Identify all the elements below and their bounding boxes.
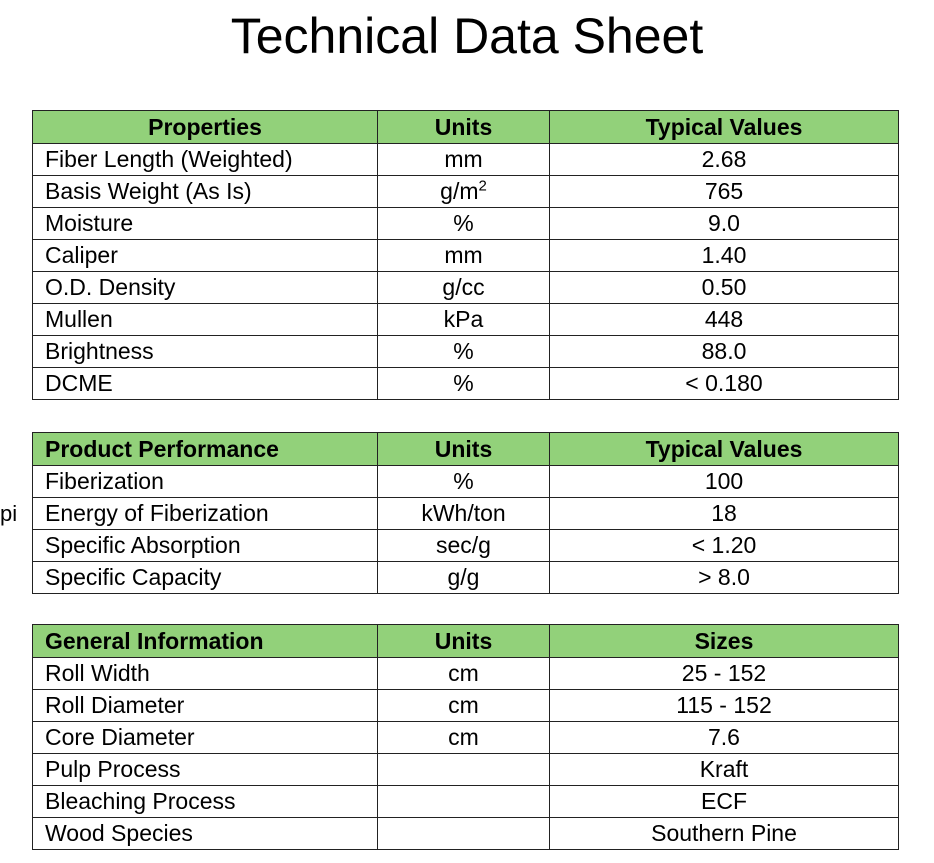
property-cell: Bleaching Process	[32, 785, 378, 818]
property-cell: Roll Width	[32, 657, 378, 690]
value-cell: 448	[549, 303, 899, 336]
property-cell: Specific Capacity	[32, 561, 378, 594]
unit-cell: %	[377, 207, 550, 240]
unit-cell: cm	[377, 657, 550, 690]
unit-text: g/m	[440, 178, 479, 204]
property-cell: DCME	[32, 367, 378, 400]
property-cell: Brightness	[32, 335, 378, 368]
header-units: Units	[377, 110, 550, 144]
table-header-row: Product Performance Units Typical Values	[32, 432, 899, 466]
value-cell: < 0.180	[549, 367, 899, 400]
table-row: Bleaching Process ECF	[32, 785, 899, 818]
unit-cell: cm	[377, 689, 550, 722]
table-row: Specific Capacity g/g > 8.0	[32, 561, 899, 594]
header-units: Units	[377, 432, 550, 466]
performance-table: Product Performance Units Typical Values…	[32, 432, 899, 594]
value-cell: 18	[549, 497, 899, 530]
value-cell: < 1.20	[549, 529, 899, 562]
value-cell: 7.6	[549, 721, 899, 754]
unit-cell: %	[377, 335, 550, 368]
table-row: Fiber Length (Weighted) mm 2.68	[32, 143, 899, 176]
unit-cell: %	[377, 465, 550, 498]
header-sizes: Sizes	[549, 624, 899, 658]
value-cell: ECF	[549, 785, 899, 818]
table-row: DCME % < 0.180	[32, 367, 899, 400]
value-cell: 25 - 152	[549, 657, 899, 690]
property-cell: Fiber Length (Weighted)	[32, 143, 378, 176]
header-general-information: General Information	[32, 624, 378, 658]
property-cell: Wood Species	[32, 817, 378, 850]
table-row: Specific Absorption sec/g < 1.20	[32, 529, 899, 562]
property-cell: Pulp Process	[32, 753, 378, 786]
header-typical-values: Typical Values	[549, 110, 899, 144]
table-row: Mullen kPa 448	[32, 303, 899, 336]
table-row: O.D. Density g/cc 0.50	[32, 271, 899, 304]
table-row: Core Diameter cm 7.6	[32, 721, 899, 754]
property-cell: Roll Diameter	[32, 689, 378, 722]
value-cell: 1.40	[549, 239, 899, 272]
value-cell: 100	[549, 465, 899, 498]
value-cell: 765	[549, 175, 899, 208]
value-cell: > 8.0	[549, 561, 899, 594]
header-typical-values: Typical Values	[549, 432, 899, 466]
page-title: Technical Data Sheet	[230, 8, 704, 64]
header-product-performance: Product Performance	[32, 432, 378, 466]
value-cell: 9.0	[549, 207, 899, 240]
property-cell: Basis Weight (As Is)	[32, 175, 378, 208]
header-properties: Properties	[32, 110, 378, 144]
table-row: Wood Species Southern Pine	[32, 817, 899, 850]
value-cell: 115 - 152	[549, 689, 899, 722]
unit-cell: mm	[377, 239, 550, 272]
general-information-table: General Information Units Sizes Roll Wid…	[32, 624, 899, 850]
value-cell: 0.50	[549, 271, 899, 304]
property-cell: Caliper	[32, 239, 378, 272]
unit-cell: sec/g	[377, 529, 550, 562]
unit-cell: kPa	[377, 303, 550, 336]
property-cell: Moisture	[32, 207, 378, 240]
table-row: Roll Width cm 25 - 152	[32, 657, 899, 690]
value-cell: 2.68	[549, 143, 899, 176]
table-header-row: General Information Units Sizes	[32, 624, 899, 658]
table-row: Basis Weight (As Is) g/m2 765	[32, 175, 899, 208]
margin-text-fragment: pi	[0, 501, 18, 526]
unit-cell: g/m2	[377, 175, 550, 208]
unit-cell	[377, 817, 550, 850]
table-header-row: Properties Units Typical Values	[32, 110, 899, 144]
unit-cell: kWh/ton	[377, 497, 550, 530]
properties-table: Properties Units Typical Values Fiber Le…	[32, 110, 899, 400]
property-cell: O.D. Density	[32, 271, 378, 304]
property-cell: Core Diameter	[32, 721, 378, 754]
table-row: Pulp Process Kraft	[32, 753, 899, 786]
value-cell: Southern Pine	[549, 817, 899, 850]
table-row: Energy of Fiberization kWh/ton 18	[32, 497, 899, 530]
property-cell: Fiberization	[32, 465, 378, 498]
unit-cell	[377, 753, 550, 786]
table-row: Fiberization % 100	[32, 465, 899, 498]
table-row: Brightness % 88.0	[32, 335, 899, 368]
unit-cell: mm	[377, 143, 550, 176]
value-cell: 88.0	[549, 335, 899, 368]
unit-superscript: 2	[478, 177, 487, 195]
table-row: Moisture % 9.0	[32, 207, 899, 240]
unit-cell	[377, 785, 550, 818]
unit-cell: %	[377, 367, 550, 400]
table-row: Caliper mm 1.40	[32, 239, 899, 272]
header-units: Units	[377, 624, 550, 658]
value-cell: Kraft	[549, 753, 899, 786]
property-cell: Energy of Fiberization	[32, 497, 378, 530]
unit-cell: g/g	[377, 561, 550, 594]
unit-cell: g/cc	[377, 271, 550, 304]
property-cell: Specific Absorption	[32, 529, 378, 562]
table-row: Roll Diameter cm 115 - 152	[32, 689, 899, 722]
property-cell: Mullen	[32, 303, 378, 336]
unit-cell: cm	[377, 721, 550, 754]
